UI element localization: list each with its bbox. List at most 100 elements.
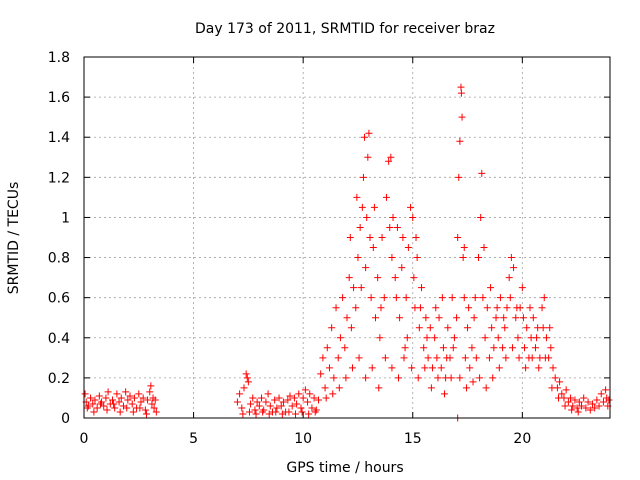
data-point: [151, 396, 159, 404]
data-point: [575, 398, 583, 406]
data-point: [500, 314, 508, 322]
data-point: [507, 254, 515, 262]
data-point: [558, 390, 566, 398]
data-point: [450, 334, 458, 342]
data-point: [496, 294, 504, 302]
data-point: [378, 234, 386, 241]
data-point: [492, 314, 500, 322]
data-point: [240, 384, 248, 392]
data-point: [456, 137, 464, 145]
data-point: [554, 394, 562, 402]
data-point: [308, 404, 316, 412]
data-point: [588, 400, 596, 408]
data-point: [305, 410, 313, 418]
data-point: [495, 364, 503, 372]
data-point: [137, 398, 145, 406]
data-point: [454, 234, 462, 241]
data-point: [418, 284, 426, 292]
data-point: [275, 394, 283, 402]
data-point: [514, 334, 522, 342]
data-point: [253, 398, 261, 406]
data-points: [81, 83, 613, 422]
data-point: [238, 404, 246, 412]
data-point: [407, 203, 415, 211]
data-point: [433, 354, 441, 362]
data-point: [332, 304, 340, 312]
data-point: [393, 223, 401, 231]
data-point: [494, 334, 502, 342]
data-point: [571, 396, 579, 404]
data-point: [584, 398, 592, 406]
data-point: [236, 390, 244, 398]
data-point: [449, 344, 457, 352]
data-point: [457, 89, 465, 97]
data-point: [542, 334, 550, 342]
data-point: [478, 169, 486, 177]
data-point: [355, 354, 363, 362]
data-point: [266, 402, 274, 410]
data-point: [319, 354, 327, 362]
data-point: [459, 254, 467, 262]
data-point: [493, 304, 501, 312]
data-point: [431, 334, 439, 342]
data-point: [117, 394, 125, 402]
data-point: [382, 193, 390, 201]
y-tick-label: 0.4: [48, 331, 70, 347]
data-point: [102, 394, 110, 402]
x-tick-label: 5: [189, 431, 198, 447]
data-point: [432, 304, 440, 312]
data-point: [506, 294, 514, 302]
data-point: [388, 254, 396, 262]
data-point: [126, 392, 134, 400]
data-point: [395, 374, 403, 382]
data-point: [435, 314, 443, 322]
data-point: [374, 274, 382, 282]
data-point: [330, 374, 338, 382]
data-point: [128, 400, 136, 408]
data-point: [515, 354, 523, 362]
data-point: [91, 396, 99, 404]
data-point: [328, 324, 336, 332]
data-point: [453, 314, 461, 322]
data-point: [129, 408, 137, 416]
data-point: [110, 400, 118, 408]
data-point: [519, 314, 527, 322]
data-point: [477, 213, 485, 221]
data-point: [387, 153, 395, 161]
data-point: [87, 394, 95, 402]
y-tick-label: 1: [61, 210, 70, 226]
y-tick-label: 1.6: [48, 90, 70, 106]
data-point: [242, 370, 250, 378]
y-tick-label: 1.8: [48, 50, 70, 66]
data-point: [398, 264, 406, 272]
data-point: [458, 113, 466, 121]
data-point: [469, 378, 477, 386]
x-tick-label: 20: [513, 431, 531, 447]
data-point: [345, 274, 353, 282]
data-point: [528, 354, 536, 362]
data-point: [448, 294, 456, 302]
data-point: [95, 392, 103, 400]
data-point: [574, 408, 582, 416]
data-point: [357, 284, 365, 292]
data-point: [475, 254, 482, 262]
data-point: [362, 264, 370, 272]
data-point: [415, 324, 423, 332]
data-point: [297, 404, 305, 412]
data-point: [388, 364, 396, 372]
data-point: [144, 396, 152, 404]
data-point: [277, 402, 285, 410]
data-point: [428, 364, 436, 372]
data-point: [386, 223, 394, 231]
data-point: [245, 408, 253, 416]
data-point: [539, 324, 547, 332]
data-point: [482, 384, 490, 392]
data-point: [465, 304, 473, 312]
data-point: [444, 324, 452, 332]
data-point: [408, 364, 416, 372]
data-point: [255, 402, 263, 410]
data-point: [339, 294, 347, 302]
data-point: [367, 294, 375, 302]
data-point: [376, 334, 384, 342]
